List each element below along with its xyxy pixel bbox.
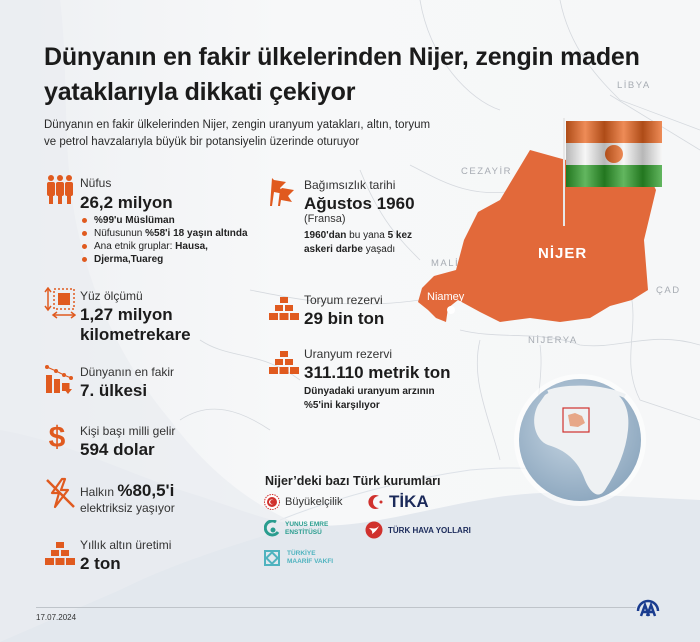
poorest-value: 7. ülkesi [80, 381, 148, 400]
stat-uranium: Uranyum rezervi 311.110 metrik ton Dünya… [268, 345, 478, 420]
stat-population: Nüfus 26,2 milyon %99'u Müslüman Nüfusun… [44, 174, 274, 274]
stat-poorest: Dünyanın en fakir 7. ülkesi [44, 363, 244, 403]
uranium-note: Dünyadaki uranyum arzının %5'ini karşılı… [304, 386, 435, 411]
population-label: Nüfus [80, 176, 112, 190]
coup-note: 1960'dan bu yana 5 kez askeri darbe yaşa… [304, 230, 413, 255]
population-value: 26,2 milyon [80, 193, 173, 212]
map-label-niamey: Niamey [427, 291, 465, 303]
subtitle-line-1: Dünyanın en fakir ülkelerinden Nijer, ze… [44, 119, 431, 131]
declining-chart-icon [45, 365, 73, 394]
niger-flag [566, 121, 662, 187]
stat-thorium: Toryum rezervi 29 bin ton [268, 291, 448, 331]
org-yunus-emre-label: YUNUS EMRE ENSTİTÜSÜ [285, 521, 329, 536]
org-embassy-label: Büyükelçilik [285, 496, 343, 508]
independence-value: Ağustos 1960 [304, 194, 415, 213]
org-embassy: Büyükelçilik [264, 494, 342, 510]
area-value-line1: 1,27 milyon [80, 305, 173, 324]
org-thy: TÜRK HAVA YOLLARI [365, 521, 471, 539]
org-tika: TİKA [366, 492, 429, 512]
crescent-star-icon [368, 495, 383, 509]
org-maarif: TÜRKİYE MAARİF VAKFI [262, 548, 333, 568]
map-label-nigeria: NİJERYA [528, 335, 578, 346]
subtitle-line-2: ve petrol havzalarıyla büyük bir potansi… [44, 136, 360, 148]
population-detail-muslim: %99'u Müslüman [80, 214, 248, 227]
map-label-algeria: CEZAYİR [461, 166, 512, 177]
org-thy-label: TÜRK HAVA YOLLARI [388, 525, 471, 535]
independence-label: Bağımsızlık tarihi [304, 178, 396, 192]
maarif-logo-icon [264, 550, 280, 566]
stat-gold: Yıllık altın üretimi 2 ton [44, 536, 244, 576]
aa-logo-icon [636, 599, 660, 617]
niger-shape [418, 150, 656, 322]
poorest-label: Dünyanın en fakir [80, 365, 175, 379]
people-icon [47, 175, 73, 204]
map-label-niger: NİJER [538, 245, 588, 262]
bars-icon [269, 297, 299, 320]
thorium-value: 29 bin ton [304, 309, 385, 328]
stat-independence: Bağımsızlık tarihi Ağustos 1960 (Fransa)… [268, 176, 478, 266]
population-details: %99'u Müslüman Nüfusunun %58'i 18 yaşın … [80, 214, 248, 266]
map-label-chad: ÇAD [656, 285, 681, 296]
page-title: Dünyanın en fakir ülkelerinden Nijer, ze… [44, 43, 640, 106]
electricity-value: %80,5'i [117, 481, 175, 500]
no-electricity-icon [46, 477, 75, 509]
dollar-icon: $ [48, 421, 66, 454]
gold-value: 2 ton [80, 554, 121, 573]
flags-icon [270, 178, 294, 206]
org-maarif-label: TÜRKİYE MAARİF VAKFI [287, 550, 334, 565]
map-label-mali: MALİ [431, 258, 460, 269]
uranium-value: 311.110 metrik ton [304, 363, 451, 382]
independence-sub: (Fransa) [304, 213, 346, 225]
gold-label: Yıllık altın üretimi [80, 538, 172, 552]
institutions-title: Nijer’deki bazı Türk kurumları [265, 474, 441, 488]
embassy-seal-icon [264, 494, 280, 510]
org-tika-label: TİKA [389, 492, 429, 511]
area-measure-icon [44, 287, 76, 319]
page-subtitle: Dünyanın en fakir ülkelerinden Nijer, ze… [44, 117, 484, 151]
stat-electricity: Halkın %80,5'i elektriksiz yaşıyor [44, 477, 244, 517]
footer-divider [36, 607, 636, 608]
population-detail-ethnic-cont: Djerma,Tuareg [80, 253, 248, 266]
population-detail-ethnic: Ana etnik gruplar: Hausa, [80, 240, 248, 253]
yunus-emre-logo-icon [264, 520, 280, 537]
globe-locator [514, 374, 646, 506]
uranium-label: Uranyum rezervi [304, 347, 393, 361]
bars-icon [269, 351, 299, 374]
area-label: Yüz ölçümü [80, 289, 143, 303]
electricity-label-post: elektriksiz yaşıyor [80, 501, 175, 515]
map-label-libya: LİBYA [617, 80, 651, 91]
org-yunus-emre: YUNUS EMRE ENSTİTÜSÜ [264, 520, 328, 538]
publish-date: 17.07.2024 [36, 613, 77, 622]
gold-bars-icon [45, 542, 75, 565]
stat-income: $ Kişi başı milli gelir 594 dolar [44, 422, 244, 462]
population-detail-age: Nüfusunun %58'i 18 yaşın altında [80, 227, 248, 240]
thy-bird-icon [365, 521, 383, 539]
stat-area: Yüz ölçümü 1,27 milyon kilometrekare [44, 287, 244, 347]
electricity-label: Halkın %80,5'i [80, 481, 175, 500]
income-label: Kişi başı milli gelir [80, 424, 176, 438]
area-value-line2: kilometrekare [80, 325, 191, 344]
thorium-label: Toryum rezervi [304, 293, 383, 307]
income-value: 594 dolar [80, 440, 155, 459]
